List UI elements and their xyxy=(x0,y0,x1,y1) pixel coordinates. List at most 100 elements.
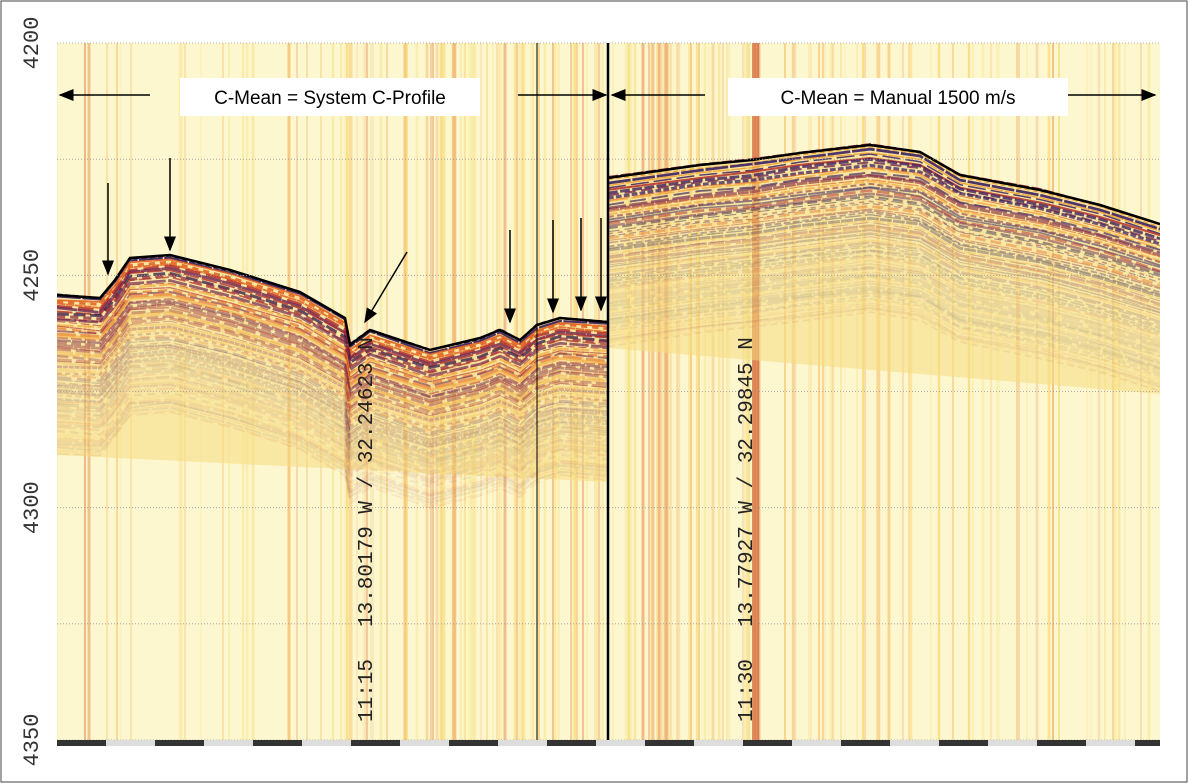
time-segment xyxy=(155,740,204,746)
sediment-layer xyxy=(57,336,608,435)
track-time: 11:15 xyxy=(356,659,379,722)
sediment-layer xyxy=(57,341,608,438)
sediment-layer xyxy=(607,241,1160,323)
time-segment xyxy=(596,740,645,746)
seafloor xyxy=(57,253,608,352)
sediment-layer xyxy=(57,398,608,497)
depth-axis: 4200 4250 4300 4350 xyxy=(20,17,45,767)
sediment-layer xyxy=(57,394,608,491)
sediment-layer xyxy=(57,407,608,504)
time-segment xyxy=(939,740,988,746)
time-segment xyxy=(57,740,106,746)
time-segment xyxy=(351,740,400,746)
sediment-layer xyxy=(607,306,1160,388)
depth-tick-label: 4300 xyxy=(20,481,45,534)
time-segment xyxy=(106,740,155,746)
sediment-layer xyxy=(57,344,608,444)
sediment-layer xyxy=(57,334,608,432)
sediment-layer xyxy=(57,301,608,399)
sediment-layer xyxy=(607,249,1160,333)
sediment-layer xyxy=(57,352,608,449)
sediment-layer xyxy=(57,353,608,453)
sediment-layer xyxy=(57,369,608,468)
sediment-layer xyxy=(607,157,1160,241)
sediment-layer xyxy=(57,383,608,483)
sediment-layer xyxy=(607,308,1160,392)
time-segment xyxy=(547,740,596,746)
sediment-layer xyxy=(607,152,1160,232)
sediment-layer xyxy=(607,221,1160,302)
sediment-layer xyxy=(57,349,608,448)
sediment-layer xyxy=(607,236,1160,316)
vertical-arrows xyxy=(102,158,607,324)
sediment-layer xyxy=(607,186,1160,268)
sediment-layer xyxy=(57,325,608,422)
sediment-layer xyxy=(57,279,608,378)
time-segment xyxy=(645,740,694,746)
sediment-layer xyxy=(607,153,1160,235)
sediment-layer xyxy=(607,167,1160,247)
time-segment xyxy=(890,740,939,746)
sediment-layer xyxy=(57,343,608,441)
sediment-layer xyxy=(57,375,608,473)
sediment-layer xyxy=(57,387,608,485)
sediment-layer xyxy=(607,265,1160,347)
sediment-layer xyxy=(57,312,608,412)
seafloor xyxy=(607,143,1160,226)
time-segment xyxy=(694,740,743,746)
sediment-layer xyxy=(57,404,608,503)
sediment-layer xyxy=(607,189,1160,273)
sediment-layer xyxy=(607,180,1160,262)
sediment-layer xyxy=(607,290,1160,371)
track-position: 13.77927 W / 32.29845 N xyxy=(736,337,759,627)
sediment-layer xyxy=(607,239,1160,320)
sediment-layer xyxy=(57,299,608,398)
sediment-layer xyxy=(607,228,1160,311)
sediment-layer xyxy=(607,208,1160,289)
arrow xyxy=(364,251,408,324)
sediment-layer xyxy=(607,163,1160,246)
sediment-layer xyxy=(57,395,608,494)
sediment-layer xyxy=(607,174,1160,257)
time-segment xyxy=(1037,740,1086,746)
sediment-layer xyxy=(57,288,608,385)
sediment-layer xyxy=(607,192,1160,274)
sediment-layer xyxy=(57,401,608,501)
sediment-layer xyxy=(607,254,1160,337)
sediment-layer xyxy=(607,147,1160,231)
sediment-layer xyxy=(607,276,1160,359)
sediment-layers xyxy=(57,143,1160,509)
depth-tick-label: 4350 xyxy=(20,714,45,767)
sediment-layer xyxy=(57,359,608,457)
sediment-layer xyxy=(57,411,608,509)
time-segment xyxy=(253,740,302,746)
time-segment xyxy=(1086,740,1135,746)
sediment-layer xyxy=(607,171,1160,251)
sediment-layer xyxy=(57,328,608,427)
sediment-layer xyxy=(607,209,1160,290)
time-segment xyxy=(498,740,547,746)
sediment-layer xyxy=(57,389,608,486)
sediment-layer xyxy=(607,186,1160,267)
time-segment xyxy=(841,740,890,746)
sediment-layer xyxy=(607,213,1160,295)
sediment-layer xyxy=(607,297,1160,377)
sediment-layer xyxy=(57,298,608,395)
sediment-layer xyxy=(57,380,608,476)
sediment-layer xyxy=(607,197,1160,278)
sediment-layer xyxy=(607,182,1160,264)
track-time: 11:30 xyxy=(736,659,759,722)
sediment-fill xyxy=(57,255,607,482)
sediment-layer xyxy=(57,339,608,436)
sediment-layer xyxy=(607,271,1160,352)
time-segment xyxy=(400,740,449,746)
sediment-layer xyxy=(57,409,608,507)
sediment-layer xyxy=(607,179,1160,258)
sediment-layer xyxy=(607,233,1160,314)
sediment-layer xyxy=(607,311,1160,392)
right-label: C-Mean = Manual 1500 m/s xyxy=(781,88,1016,109)
sediment-layer xyxy=(607,262,1160,343)
sediment-layer xyxy=(607,287,1160,370)
sediment-layer xyxy=(57,306,608,404)
sediment-layer xyxy=(607,195,1160,276)
